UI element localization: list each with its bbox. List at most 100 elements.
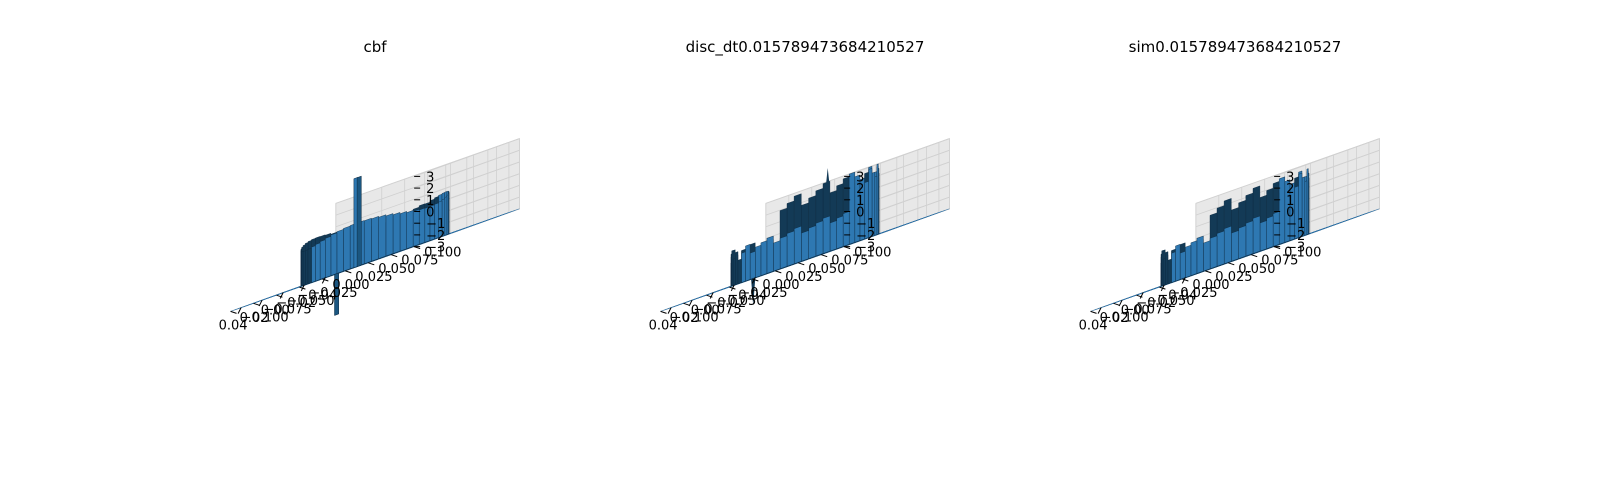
x-tick bbox=[1097, 307, 1102, 314]
x-tick-label: 0.00 bbox=[691, 304, 720, 319]
y-tick bbox=[1159, 286, 1166, 290]
wall-facet bbox=[305, 249, 309, 286]
y-tick-label: 0.050 bbox=[378, 262, 415, 277]
wall-facet bbox=[737, 258, 742, 284]
wall-facet bbox=[1238, 225, 1247, 259]
y-tick-label: 0.100 bbox=[424, 246, 461, 261]
wall-facet bbox=[760, 240, 768, 276]
wall-facet bbox=[438, 200, 443, 238]
y-tick bbox=[322, 278, 329, 282]
wall-facet bbox=[849, 171, 855, 245]
wall-facet bbox=[302, 250, 306, 286]
y-tick bbox=[1251, 254, 1258, 258]
x-tick bbox=[279, 292, 284, 299]
y-tick bbox=[706, 294, 713, 298]
y-tick bbox=[1182, 278, 1189, 282]
x-tick-label: 0.00 bbox=[1121, 304, 1150, 319]
y-tick-label: 0.075 bbox=[401, 254, 438, 269]
y-tick bbox=[253, 302, 260, 306]
x-tick-label: 0.00 bbox=[261, 304, 290, 319]
wall-facet bbox=[315, 242, 321, 282]
y-tick bbox=[1090, 310, 1097, 314]
wall-facet bbox=[399, 211, 407, 252]
y-tick-label: 0.000 bbox=[332, 278, 369, 293]
wall-facet bbox=[741, 251, 746, 283]
wall-facet bbox=[755, 244, 762, 278]
wall-facet bbox=[1185, 244, 1192, 278]
wall-facet bbox=[822, 215, 831, 254]
wall-facet bbox=[731, 250, 734, 287]
z-tick-label: −3 bbox=[856, 241, 875, 256]
y-tick-label: −0.050 bbox=[1146, 294, 1194, 309]
x-tick-label: 0.02 bbox=[670, 311, 699, 326]
grid-line bbox=[414, 161, 520, 201]
y-tick-label: −0.025 bbox=[739, 286, 787, 301]
y-tick bbox=[1113, 302, 1120, 306]
grid-line bbox=[414, 149, 520, 189]
singular-spike bbox=[334, 272, 339, 316]
y-tick bbox=[798, 262, 805, 266]
wall-facet bbox=[446, 194, 449, 235]
wall-facet bbox=[412, 209, 420, 247]
wall-facet bbox=[441, 198, 445, 237]
y-tick bbox=[368, 262, 375, 266]
surface-walls bbox=[1160, 168, 1310, 287]
surface-walls bbox=[730, 163, 880, 287]
y-tick bbox=[1228, 262, 1235, 266]
wall-facet bbox=[735, 251, 739, 286]
y-tick-label: −0.100 bbox=[671, 310, 719, 325]
wall-facet bbox=[319, 239, 326, 280]
wall-facet bbox=[378, 214, 387, 259]
wall-facet bbox=[829, 220, 837, 252]
x-tick-label: 0.04 bbox=[219, 319, 248, 334]
y-tick bbox=[299, 286, 306, 290]
z-tick-label: 3 bbox=[856, 170, 864, 185]
wall-facet bbox=[842, 211, 850, 247]
grid-line bbox=[414, 138, 520, 177]
wall-facet bbox=[336, 229, 344, 274]
wall-facet bbox=[1165, 251, 1169, 286]
z-tick-label: −1 bbox=[856, 217, 875, 232]
z-tick-label: 0 bbox=[426, 206, 434, 221]
x-tick bbox=[667, 307, 672, 314]
wall-facet bbox=[794, 225, 802, 265]
x-tick-label: 0.04 bbox=[649, 319, 678, 334]
spike bbox=[825, 168, 830, 189]
x-tick-label: 0.02 bbox=[240, 311, 269, 326]
x-tick-label: −0.04 bbox=[1157, 288, 1197, 303]
y-tick bbox=[1205, 270, 1212, 274]
x-tick bbox=[237, 307, 242, 314]
panel-2: −0.04−0.020.000.020.04−0.100−0.075−0.050… bbox=[1079, 38, 1380, 334]
wall-facet bbox=[1175, 244, 1181, 282]
x-tick bbox=[751, 277, 756, 284]
wall-facet bbox=[1209, 235, 1218, 270]
wall-facet bbox=[779, 235, 788, 270]
z-tick-label: 1 bbox=[856, 194, 864, 209]
y-tick-label: 0.000 bbox=[762, 278, 799, 293]
x-tick bbox=[258, 299, 263, 307]
y-tick-label: −0.050 bbox=[716, 294, 764, 309]
y-tick-label: −0.075 bbox=[694, 302, 742, 317]
y-tick bbox=[276, 294, 283, 298]
grid-line bbox=[844, 138, 950, 177]
wall-facet bbox=[1162, 258, 1166, 286]
y-tick bbox=[1136, 294, 1143, 298]
y-tick bbox=[821, 254, 828, 258]
x-tick-label: −0.04 bbox=[727, 288, 767, 303]
x-tick bbox=[688, 299, 693, 307]
wall-facet bbox=[1167, 258, 1172, 284]
y-tick bbox=[391, 254, 398, 258]
wall-facet bbox=[732, 258, 736, 286]
x-tick-label: −0.04 bbox=[297, 288, 337, 303]
wall-facet bbox=[1272, 211, 1280, 247]
z-tick-label: 2 bbox=[426, 182, 434, 197]
wall-facet bbox=[1179, 251, 1186, 280]
y-tick-label: −0.025 bbox=[309, 286, 357, 301]
wall-facet bbox=[1190, 240, 1198, 276]
wall-facet bbox=[385, 213, 394, 257]
z-tick-label: 1 bbox=[426, 194, 434, 209]
y-tick-label: −0.075 bbox=[1124, 302, 1172, 317]
wall-facet bbox=[444, 196, 448, 236]
z-tick-label: 1 bbox=[1286, 194, 1294, 209]
